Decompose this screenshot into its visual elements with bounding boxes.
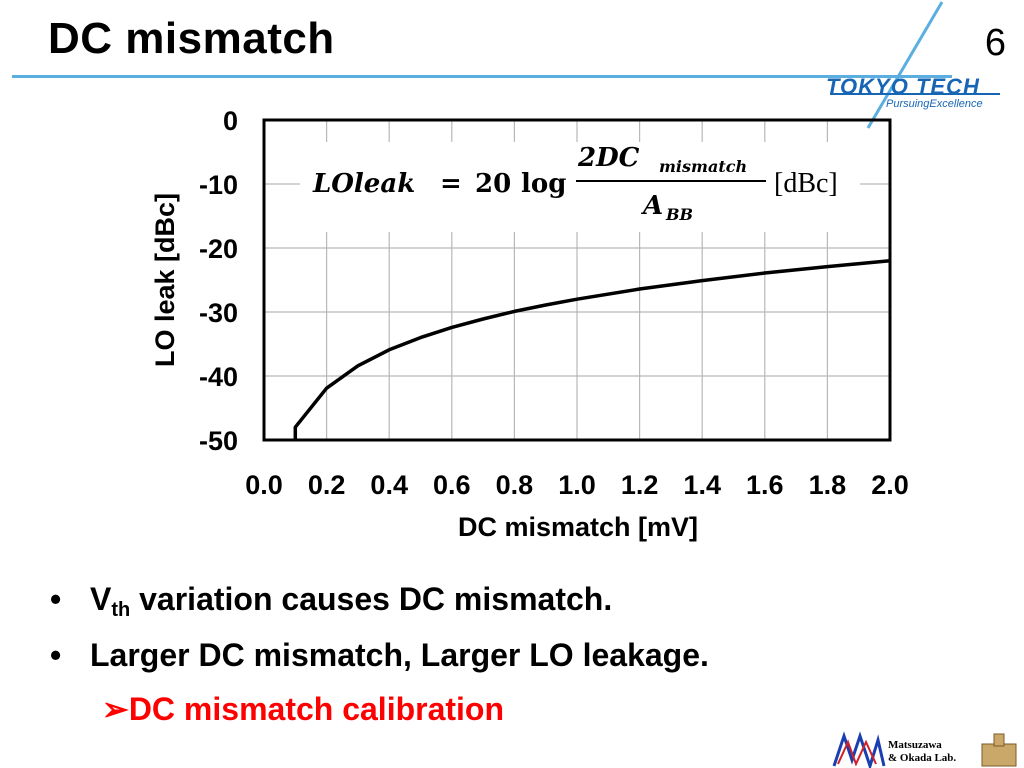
plot-frame [262, 118, 892, 442]
calibration-sub-bullet: ➢DC mismatch calibration [102, 690, 504, 728]
title-underline [12, 75, 952, 78]
x-axis-title: DC mismatch [mV] [458, 512, 698, 542]
formula: LOleak = 20 log 2DC mismatch A BB [dBc] [312, 143, 838, 224]
bullet-subscript: th [111, 599, 131, 621]
x-tick-label: 2.0 [871, 470, 909, 500]
formula-numerator: 2DC [577, 143, 640, 173]
building-tower-icon [993, 733, 1005, 747]
bullet-item: • Larger DC mismatch, Larger LO leakage. [42, 631, 709, 687]
building-icon [981, 743, 1017, 767]
formula-numerator-subscript: mismatch [659, 157, 747, 176]
bullet-dot: • [50, 581, 62, 617]
lab-name-line: Matsuzawa [888, 739, 942, 751]
y-axis-title: LO leak [dBc] [150, 193, 180, 367]
formula-lhs: LOleak [312, 169, 415, 199]
formula-denominator: A [640, 191, 663, 221]
lab-name: Matsuzawa & Okada Lab. [888, 739, 956, 765]
x-tick-label: 1.2 [621, 470, 659, 500]
x-tick-label: 1.4 [683, 470, 721, 500]
bullet-text: Larger DC mismatch, Larger LO leakage. [90, 637, 709, 673]
x-tick-label: 0.8 [496, 470, 534, 500]
logo-tagline: PursuingExcellence [886, 98, 983, 110]
x-tick-label: 0.2 [308, 470, 346, 500]
y-tick-label: -40 [199, 362, 238, 392]
bullet-text-rest: variation causes DC mismatch. [130, 581, 613, 617]
x-tick-label: 1.6 [746, 470, 784, 500]
y-tick-label: -20 [199, 234, 238, 264]
x-tick-label: 0.4 [370, 470, 408, 500]
formula-coefficient: 20 [475, 169, 511, 199]
formula-unit: [dBc] [774, 168, 838, 199]
bullet-dot: • [50, 637, 62, 673]
y-tick-label: -30 [199, 298, 238, 328]
page-number: 6 [984, 22, 1006, 64]
tokyo-tech-logo: TOKYO TECH [826, 74, 980, 99]
x-tick-label: 0.0 [245, 470, 283, 500]
x-tick-label: 1.0 [558, 470, 596, 500]
lo-leak-chart: LOleak = 20 log 2DC mismatch A BB [dBc] … [150, 106, 909, 542]
series-line [293, 259, 891, 440]
chart-series [293, 259, 891, 440]
bullet-item: • Vth variation causes DC mismatch. [42, 575, 709, 631]
y-tick-label: -50 [199, 426, 238, 456]
x-tick-label: 1.8 [809, 470, 847, 500]
lab-wave-icon [832, 731, 886, 768]
formula-denominator-subscript: BB [665, 205, 693, 224]
lab-name-line: & Okada Lab. [888, 752, 957, 764]
arrow-bullet-icon: ➢ [102, 691, 129, 727]
formula-equals: = [440, 169, 462, 199]
lab-logo [832, 731, 1017, 768]
bullet-list: • Vth variation causes DC mismatch. • La… [42, 575, 709, 687]
y-tick-labels: 0 -10 -20 -30 -40 -50 [199, 106, 238, 456]
slide-title: DC mismatch [48, 14, 335, 63]
formula-background [300, 142, 860, 232]
bullet-text: V [90, 581, 112, 617]
y-tick-label: 0 [223, 106, 238, 136]
x-tick-label: 0.6 [433, 470, 471, 500]
sub-bullet-text: DC mismatch calibration [128, 691, 505, 727]
y-tick-label: -10 [199, 170, 238, 200]
formula-log: log [521, 169, 566, 199]
lab-wave-red-icon [837, 739, 877, 767]
x-tick-labels: 0.0 0.2 0.4 0.6 0.8 1.0 1.2 1.4 1.6 1.8 2.0 [245, 470, 909, 500]
